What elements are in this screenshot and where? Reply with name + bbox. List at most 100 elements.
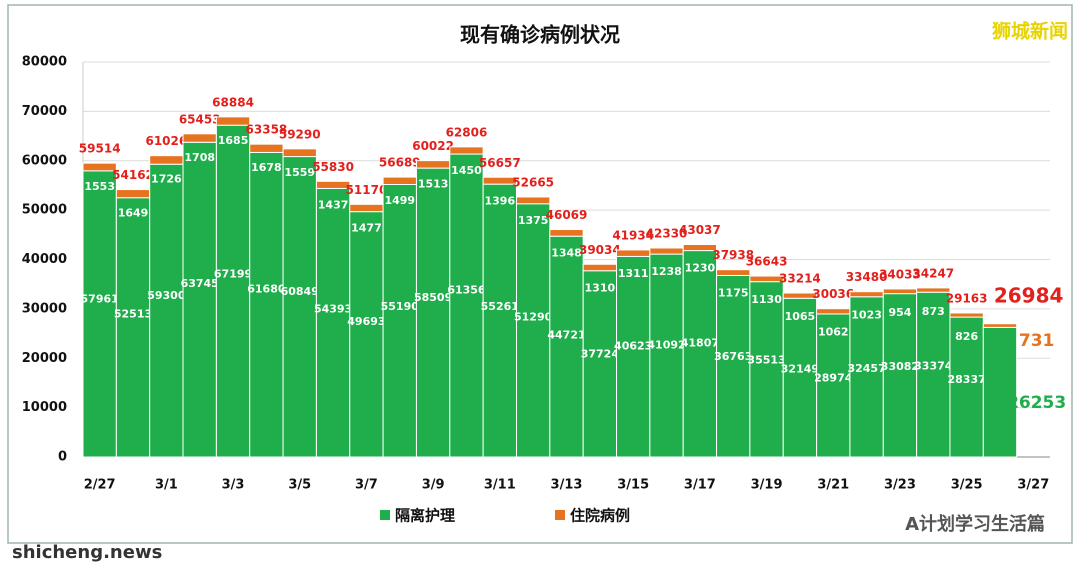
legend-swatch bbox=[555, 510, 565, 520]
x-tick-label: 3/21 bbox=[817, 478, 849, 493]
segment-label: 1062 bbox=[818, 326, 849, 339]
segment-label: 55261 bbox=[481, 300, 519, 313]
total-label: 46069 bbox=[546, 208, 588, 222]
segment-label: 26253 bbox=[1007, 393, 1066, 413]
total-label: 55830 bbox=[312, 160, 354, 174]
bar-segment bbox=[482, 176, 517, 185]
bar-segment bbox=[649, 247, 684, 255]
bar-segment bbox=[249, 151, 284, 458]
segment-label: 1553 bbox=[84, 180, 115, 193]
bar-segment bbox=[149, 155, 184, 165]
segment-label: 1130 bbox=[751, 293, 782, 306]
bar-segment bbox=[582, 263, 618, 272]
bar-segment bbox=[882, 293, 918, 458]
y-tick-label: 60000 bbox=[22, 153, 67, 168]
segment-label: 36763 bbox=[714, 350, 752, 363]
total-label: 26984 bbox=[994, 284, 1064, 308]
segment-label: 1065 bbox=[785, 310, 816, 323]
x-tick-label: 3/17 bbox=[684, 478, 716, 493]
y-tick-label: 10000 bbox=[22, 400, 67, 415]
segment-label: 1708 bbox=[184, 151, 215, 164]
total-label: 43037 bbox=[679, 223, 721, 237]
bar-segment bbox=[215, 124, 251, 458]
segment-label: 1649 bbox=[118, 207, 149, 220]
total-label: 59290 bbox=[279, 127, 321, 141]
total-label: 29163 bbox=[946, 292, 988, 306]
bar-segment bbox=[515, 203, 551, 458]
total-label: 33480 bbox=[846, 270, 888, 284]
bar-segment bbox=[149, 163, 184, 458]
segment-label: 1311 bbox=[618, 267, 649, 280]
segment-label: 28337 bbox=[947, 373, 985, 386]
segment-label: 67199 bbox=[214, 268, 252, 281]
total-label: 36643 bbox=[746, 255, 788, 269]
segment-label: 1559 bbox=[284, 166, 315, 179]
bar-segment bbox=[782, 292, 818, 299]
total-label: 33214 bbox=[779, 272, 821, 286]
segment-label: 1450 bbox=[451, 164, 482, 177]
bar-segment bbox=[582, 270, 618, 458]
total-label: 68884 bbox=[212, 95, 254, 109]
total-label: 34033 bbox=[879, 267, 921, 281]
bar-segment bbox=[882, 288, 918, 295]
y-tick-label: 20000 bbox=[22, 351, 67, 366]
segment-label: 1726 bbox=[151, 173, 182, 186]
bar-segment bbox=[215, 116, 251, 126]
bar-segment bbox=[382, 176, 417, 185]
bar-segment bbox=[616, 255, 651, 458]
segment-label: 57961 bbox=[81, 293, 119, 306]
x-tick-label: 3/27 bbox=[1017, 478, 1049, 493]
legend-label: 住院病例 bbox=[570, 507, 630, 525]
segment-label: 826 bbox=[955, 330, 978, 343]
y-tick-label: 30000 bbox=[22, 301, 67, 316]
segment-label: 1678 bbox=[251, 161, 282, 174]
y-tick-label: 40000 bbox=[22, 252, 67, 267]
total-label: 42330 bbox=[646, 226, 688, 240]
total-label: 52665 bbox=[512, 175, 554, 189]
bar-segment bbox=[749, 275, 784, 283]
bar-segment bbox=[182, 133, 217, 143]
bar-segment bbox=[916, 287, 951, 293]
x-tick-label: 3/7 bbox=[355, 478, 378, 493]
segment-label: 1230 bbox=[685, 262, 716, 275]
bar-segment bbox=[349, 211, 384, 458]
total-label: 41934 bbox=[612, 228, 654, 242]
total-label: 59514 bbox=[79, 142, 121, 156]
segment-label: 28974 bbox=[814, 371, 853, 384]
chart-title: 现有确诊病例状况 bbox=[460, 23, 620, 47]
bar-segment bbox=[716, 269, 751, 276]
segment-label: 40623 bbox=[614, 340, 652, 353]
segment-label: 35513 bbox=[747, 354, 785, 367]
segment-label: 1396 bbox=[484, 194, 515, 207]
x-tick-label: 3/13 bbox=[551, 478, 583, 493]
segment-label: 1023 bbox=[851, 309, 882, 322]
total-label: 61026 bbox=[145, 134, 187, 148]
segment-label: 41092 bbox=[647, 338, 685, 351]
bar-segment bbox=[649, 253, 684, 458]
segment-label: 1437 bbox=[318, 198, 349, 211]
total-label: 34247 bbox=[912, 266, 954, 280]
legend-swatch bbox=[380, 510, 390, 520]
bar-segment bbox=[449, 153, 484, 458]
segment-label: 61680 bbox=[247, 283, 286, 296]
segment-label: 59300 bbox=[147, 289, 186, 302]
x-tick-label: 3/9 bbox=[422, 478, 445, 493]
bar-segment bbox=[849, 291, 884, 298]
segment-label: 55190 bbox=[381, 300, 420, 313]
y-tick-label: 0 bbox=[58, 450, 67, 465]
segment-label: 41807 bbox=[681, 336, 719, 349]
total-label: 62806 bbox=[446, 125, 488, 139]
segment-label: 37724 bbox=[581, 348, 620, 361]
x-tick-label: 3/1 bbox=[155, 478, 178, 493]
segment-label: 731 bbox=[1019, 331, 1055, 351]
y-tick-label: 80000 bbox=[22, 55, 67, 70]
bar-segment bbox=[982, 323, 1018, 328]
x-tick-label: 3/5 bbox=[288, 478, 311, 493]
bar-segment bbox=[82, 170, 117, 458]
bar-segment bbox=[482, 183, 517, 458]
bar-segment bbox=[115, 189, 151, 199]
bar-segment bbox=[549, 229, 584, 237]
bar-segment bbox=[682, 244, 718, 252]
segment-label: 32149 bbox=[781, 363, 819, 376]
